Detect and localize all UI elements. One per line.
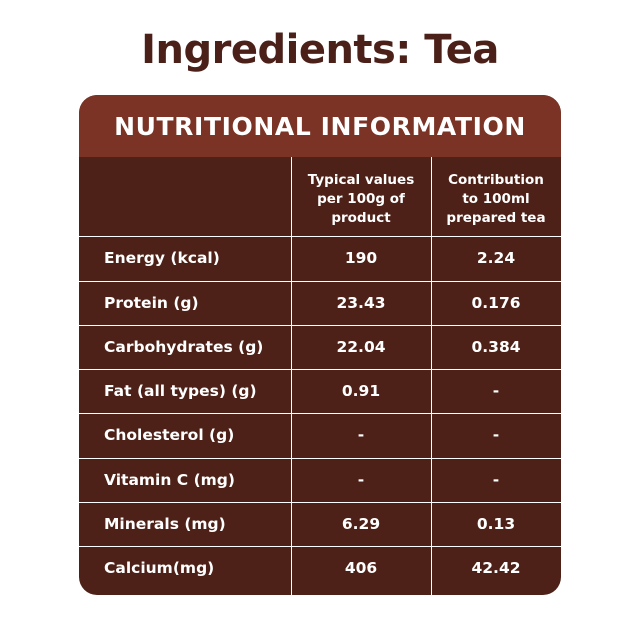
row-label: Cholesterol (g) [104, 426, 235, 444]
table-row: Cholesterol (g) - - [79, 413, 561, 457]
value-per-100g: 22.04 [336, 338, 386, 356]
row-label: Calcium(mg) [104, 559, 215, 577]
value-per-100ml: - [492, 471, 500, 489]
row-label: Carbohydrates (g) [104, 338, 264, 356]
row-label: Vitamin C (mg) [104, 471, 235, 489]
row-divider [79, 281, 561, 282]
value-per-100ml: 0.13 [476, 515, 516, 533]
row-divider [79, 325, 561, 326]
row-label: Protein (g) [104, 294, 199, 312]
value-per-100g: 23.43 [336, 294, 386, 312]
table-row: Energy (kcal) 190 2.24 [79, 236, 561, 280]
column-header-per-100ml: Contribution to 100ml prepared tea [446, 172, 546, 226]
row-divider [79, 236, 561, 237]
column-divider [291, 157, 292, 595]
value-per-100g: - [357, 471, 365, 489]
column-header-per-100g: Typical values per 100g of product [307, 172, 415, 226]
page-title: Ingredients: Tea [141, 27, 499, 73]
row-label: Energy (kcal) [104, 249, 220, 267]
row-label: Fat (all types) (g) [104, 382, 257, 400]
row-divider [79, 369, 561, 370]
nutrition-table: NUTRITIONAL INFORMATION Typical values p… [79, 95, 561, 595]
value-per-100ml: - [492, 382, 500, 400]
column-divider [431, 157, 432, 595]
table-row: Protein (g) 23.43 0.176 [79, 281, 561, 325]
value-per-100g: 406 [344, 559, 378, 577]
value-per-100g: - [357, 426, 365, 444]
value-per-100ml: 0.384 [471, 338, 521, 356]
value-per-100g: 190 [344, 249, 378, 267]
table-row: Carbohydrates (g) 22.04 0.384 [79, 325, 561, 369]
row-divider [79, 458, 561, 459]
row-divider [79, 413, 561, 414]
value-per-100g: 0.91 [341, 382, 381, 400]
table-row: Minerals (mg) 6.29 0.13 [79, 502, 561, 546]
row-label: Minerals (mg) [104, 515, 226, 533]
table-row: Vitamin C (mg) - - [79, 458, 561, 502]
table-row: Fat (all types) (g) 0.91 - [79, 369, 561, 413]
value-per-100ml: 2.24 [476, 249, 516, 267]
value-per-100g: 6.29 [341, 515, 381, 533]
table-heading: NUTRITIONAL INFORMATION [79, 95, 561, 157]
row-divider [79, 502, 561, 503]
value-per-100ml: - [492, 426, 500, 444]
table-row: Calcium(mg) 406 42.42 [79, 546, 561, 590]
row-divider [79, 546, 561, 547]
value-per-100ml: 42.42 [471, 559, 521, 577]
value-per-100ml: 0.176 [471, 294, 521, 312]
